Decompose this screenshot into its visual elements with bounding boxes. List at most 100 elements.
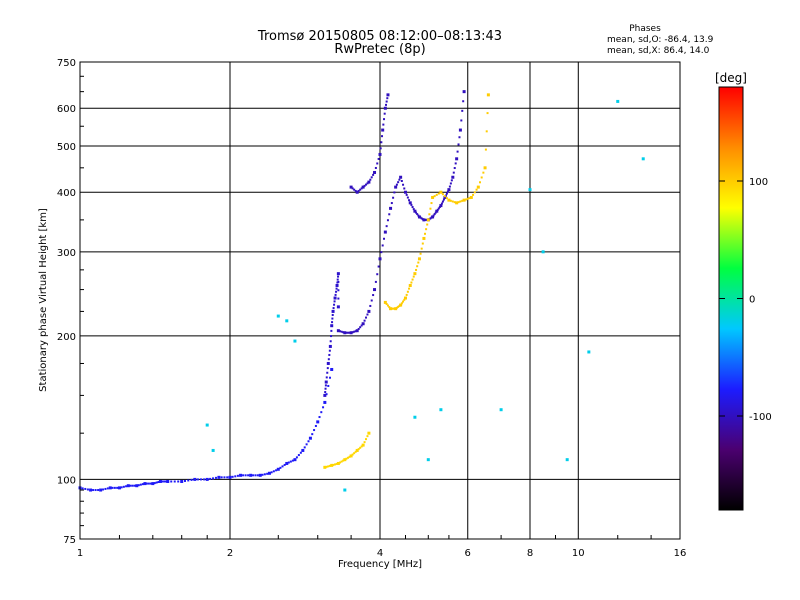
data-point	[388, 306, 391, 309]
data-point	[346, 456, 349, 459]
data-point	[374, 280, 377, 283]
data-point	[120, 486, 123, 489]
data-point	[365, 183, 368, 186]
data-point	[442, 198, 445, 201]
data-point	[466, 197, 469, 200]
data-point	[357, 189, 360, 192]
x-tick-label: 16	[674, 548, 687, 559]
data-point	[220, 476, 223, 479]
data-point	[400, 179, 403, 182]
data-point	[453, 167, 456, 170]
data-point	[383, 300, 387, 304]
data-point	[187, 479, 190, 482]
data-point	[330, 324, 334, 328]
data-point	[334, 463, 337, 466]
data-point	[459, 200, 462, 203]
data-point	[462, 90, 466, 94]
data-point	[335, 290, 338, 293]
data-point	[157, 481, 160, 484]
data-point	[145, 482, 148, 485]
data-point	[289, 460, 292, 463]
y-tick-label: 100	[57, 475, 76, 486]
data-point	[332, 307, 335, 310]
data-point	[437, 207, 440, 210]
data-point	[291, 459, 294, 462]
data-point	[217, 475, 221, 479]
data-point	[275, 469, 278, 472]
data-point	[166, 479, 170, 483]
data-point	[117, 486, 121, 490]
data-point	[370, 299, 373, 302]
data-point	[451, 200, 454, 203]
data-point	[293, 339, 297, 343]
data-point	[385, 302, 388, 305]
data-point	[415, 268, 418, 271]
data-point	[180, 479, 184, 483]
data-point	[106, 487, 109, 490]
data-point	[422, 218, 426, 222]
data-point	[104, 487, 107, 490]
data-point	[276, 314, 280, 318]
data-point	[141, 483, 144, 486]
phase-stats-x: mean, sd,X: 86.4, 14.0	[607, 46, 710, 56]
data-point	[328, 376, 331, 379]
data-point	[164, 480, 167, 483]
data-point	[499, 408, 503, 412]
data-point	[439, 204, 443, 208]
data-point	[425, 228, 428, 231]
data-point	[417, 215, 421, 219]
data-point	[331, 309, 335, 313]
data-point	[439, 190, 443, 194]
data-point	[353, 188, 356, 191]
data-point	[143, 482, 147, 486]
data-point	[244, 474, 247, 477]
data-point	[327, 384, 330, 387]
data-point	[419, 216, 422, 219]
data-point	[386, 97, 389, 100]
data-point	[359, 326, 362, 329]
data-point	[406, 290, 409, 293]
data-point	[343, 488, 347, 492]
data-point	[483, 166, 487, 170]
data-point	[458, 128, 462, 132]
data-point	[397, 181, 400, 184]
data-point	[446, 190, 449, 193]
data-point	[92, 489, 95, 492]
data-point	[476, 185, 480, 189]
data-point	[426, 458, 430, 462]
data-point	[299, 451, 302, 454]
data-point	[437, 192, 440, 195]
data-point	[413, 415, 417, 419]
data-point	[381, 135, 384, 138]
data-point	[473, 191, 476, 194]
data-point	[403, 296, 407, 300]
data-point	[425, 218, 428, 221]
data-point	[323, 393, 327, 397]
colorbar-label: [deg]	[715, 71, 747, 85]
phases-header: Phases	[629, 24, 661, 34]
data-point	[205, 477, 209, 481]
data-point	[377, 265, 380, 268]
data-point	[337, 280, 340, 283]
data-point	[395, 306, 398, 309]
data-point	[484, 148, 487, 151]
data-point	[378, 152, 382, 156]
data-point	[458, 136, 461, 139]
data-point	[314, 424, 317, 427]
data-point	[379, 147, 382, 150]
colorbar-tick-label: 0	[749, 295, 755, 306]
data-point	[386, 219, 389, 222]
data-point	[183, 479, 186, 482]
data-point	[335, 462, 338, 465]
x-ticks: 1 2 4 6 8 10 16	[77, 535, 687, 559]
data-point	[331, 313, 334, 316]
data-point	[258, 473, 262, 477]
colorbar-tick-label: -100	[749, 412, 772, 423]
data-point	[333, 303, 336, 306]
data-point	[285, 461, 289, 465]
data-point	[354, 330, 357, 333]
data-point	[451, 175, 455, 179]
data-point	[203, 478, 206, 481]
data-point	[469, 195, 473, 199]
